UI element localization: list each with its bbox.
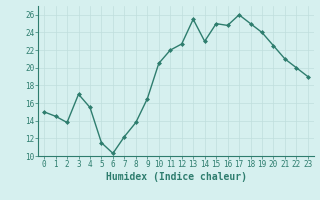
X-axis label: Humidex (Indice chaleur): Humidex (Indice chaleur) xyxy=(106,172,246,182)
